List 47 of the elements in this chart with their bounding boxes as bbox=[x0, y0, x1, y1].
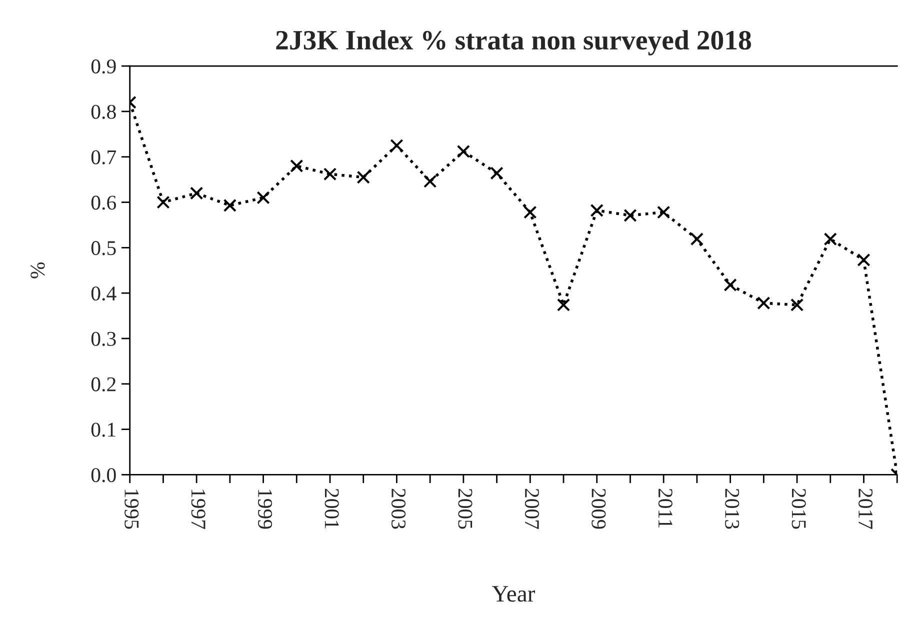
y-tick-label: 0.7 bbox=[91, 150, 116, 164]
point bbox=[556, 298, 570, 312]
point bbox=[624, 208, 637, 222]
y-tick-label: 0.9 bbox=[91, 59, 116, 74]
y-tick-label: 0.5 bbox=[91, 241, 116, 256]
point bbox=[456, 144, 470, 158]
y-tick-label: 0.3 bbox=[91, 332, 116, 346]
x-tick-label: 1995 bbox=[124, 490, 139, 529]
x-tick-label: 2009 bbox=[592, 488, 606, 529]
y-axis-title: % bbox=[30, 262, 45, 278]
y-tick-label: 0.2 bbox=[91, 377, 116, 392]
y-tick-label: 0.1 bbox=[91, 422, 116, 437]
point bbox=[690, 232, 704, 246]
point bbox=[857, 253, 870, 267]
point bbox=[656, 206, 670, 219]
x-tick-label: 2011 bbox=[658, 488, 672, 528]
point bbox=[323, 168, 337, 181]
x-tick-label: 1997 bbox=[191, 490, 206, 529]
point bbox=[423, 174, 437, 188]
point bbox=[790, 298, 804, 312]
x-tick-label: 2001 bbox=[324, 488, 339, 528]
chart-title: 2J3K Index % strata non surveyed 2018 bbox=[276, 30, 751, 56]
y-tick-label: 0.6 bbox=[91, 196, 116, 210]
x-tick-label: 2007 bbox=[524, 488, 539, 529]
point bbox=[724, 278, 737, 292]
point bbox=[390, 138, 404, 152]
x-axis-title: Year bbox=[492, 586, 536, 602]
x-tick-label: 2017 bbox=[858, 488, 873, 529]
point bbox=[290, 159, 304, 173]
point bbox=[824, 232, 837, 246]
y-tick-label: 0.0 bbox=[91, 468, 116, 482]
point bbox=[223, 198, 237, 212]
x-tick-label: 2005 bbox=[458, 488, 472, 529]
x-tick-label: 1999 bbox=[258, 490, 272, 529]
point bbox=[524, 206, 537, 219]
x-tick-label: 2003 bbox=[392, 488, 406, 529]
point bbox=[356, 170, 370, 184]
point bbox=[757, 296, 770, 310]
point bbox=[256, 191, 270, 204]
point bbox=[590, 204, 604, 218]
x-tick-label: 2013 bbox=[725, 488, 740, 529]
y-tick-label: 0.4 bbox=[91, 286, 116, 301]
point bbox=[156, 196, 170, 209]
y-tick-label: 0.8 bbox=[91, 104, 116, 119]
x-tick-label: 2015 bbox=[792, 488, 806, 529]
point bbox=[190, 186, 204, 200]
point bbox=[490, 166, 504, 180]
